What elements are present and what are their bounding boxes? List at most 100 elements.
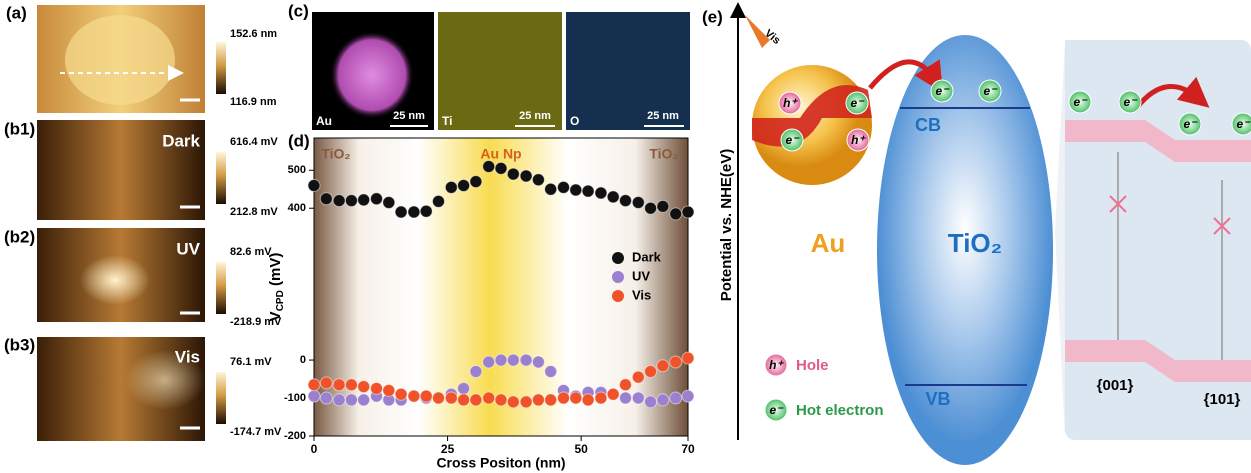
cbar-label: 116.9 nm [230, 96, 277, 108]
data-point [619, 195, 631, 207]
data-point [682, 390, 694, 402]
data-point [445, 392, 457, 404]
data-point [458, 179, 470, 191]
data-point [532, 356, 544, 368]
legend-label: Dark [632, 249, 662, 264]
data-point [595, 187, 607, 199]
legend-hole: Hole [796, 357, 829, 374]
region-label: TiO₂ [321, 146, 350, 162]
data-point [432, 392, 444, 404]
cbar-label: -174.7 mV [230, 426, 282, 438]
x-tick-label: 50 [574, 442, 588, 456]
data-point [371, 193, 383, 205]
data-point [532, 174, 544, 186]
data-point [345, 394, 357, 406]
y-tick-label: 500 [288, 164, 306, 176]
y-tick-label: 0 [300, 354, 306, 366]
data-point [458, 383, 470, 395]
figure: (a) 152.6 nm 116.9 nm (b1) Dark 616.4 mV 212.8… [0, 0, 1251, 473]
data-point [470, 176, 482, 188]
data-point [333, 379, 345, 391]
zoom-wedge [1055, 40, 1065, 440]
data-point [570, 184, 582, 196]
data-point [320, 377, 332, 389]
data-point [432, 195, 444, 207]
electron-symbol: e⁻ [1183, 117, 1198, 131]
data-point [383, 197, 395, 209]
y-axis-title-main: V [267, 311, 284, 321]
y-axis-title-sub: CPD [275, 290, 286, 311]
data-point [532, 394, 544, 406]
data-point [345, 195, 357, 207]
data-point [682, 206, 694, 218]
condition-label: Dark [162, 131, 200, 150]
electron-symbol: e⁻ [1236, 117, 1251, 131]
cbar-label: 152.6 nm [230, 28, 277, 40]
condition-label: UV [176, 239, 200, 258]
data-point [645, 202, 657, 214]
data-point [607, 191, 619, 203]
data-point [483, 356, 495, 368]
electron-symbol: e⁻ [935, 84, 950, 98]
data-point [619, 379, 631, 391]
legend-label: UV [632, 268, 650, 283]
legend-marker [612, 271, 624, 283]
scale-label: 25 nm [519, 110, 551, 122]
data-point [645, 365, 657, 377]
electron-symbol: e⁻ [785, 133, 800, 147]
data-point [458, 394, 470, 406]
data-point [371, 383, 383, 395]
data-point [558, 392, 570, 404]
data-point [470, 365, 482, 377]
data-point [358, 194, 370, 206]
panel-label: (c) [288, 1, 309, 20]
data-point [582, 185, 594, 197]
data-point [308, 379, 320, 391]
cbar-label: 212.8 mV [230, 206, 278, 218]
axis-title: Potential vs. NHE(eV) [718, 149, 735, 302]
data-point [308, 179, 320, 191]
y-axis-title-unit: (mV) [267, 253, 284, 291]
panel-label: (d) [288, 131, 310, 150]
element-label: O [570, 114, 579, 128]
data-point [358, 394, 370, 406]
y-tick-label: -100 [284, 392, 306, 404]
data-point [495, 354, 507, 366]
data-point [470, 394, 482, 406]
cbar-label: 616.4 mV [230, 136, 278, 148]
data-point [632, 371, 644, 383]
data-point [420, 390, 432, 402]
region-label: TiO₂ [649, 146, 678, 162]
y-tick-label: -200 [284, 430, 306, 442]
x-axis-title: Cross Positon (nm) [436, 455, 565, 471]
data-point [333, 394, 345, 406]
data-point [632, 197, 644, 209]
electron-symbol: e⁻ [850, 96, 865, 110]
data-point [570, 392, 582, 404]
data-point [520, 354, 532, 366]
electron-symbol: e⁻ [983, 84, 998, 98]
electron-symbol: e⁻ [1123, 95, 1138, 109]
vb-label: VB [925, 389, 950, 409]
data-point [333, 195, 345, 207]
legend-electron: Hot electron [796, 402, 884, 419]
data-point [408, 390, 420, 402]
scale-label: 25 nm [393, 110, 425, 122]
semiconductor-label: TiO₂ [948, 228, 1002, 258]
data-point [545, 183, 557, 195]
data-point [495, 162, 507, 174]
data-point [682, 352, 694, 364]
hole-symbol: h⁺ [769, 358, 784, 372]
data-point [320, 193, 332, 205]
data-point [507, 168, 519, 180]
data-point [645, 396, 657, 408]
y-tick-label: 400 [288, 202, 306, 214]
y-axis-title: VCPD (mV) [267, 253, 286, 322]
data-point [507, 396, 519, 408]
panel-label: (a) [6, 3, 27, 22]
data-point [408, 206, 420, 218]
data-point [607, 388, 619, 400]
data-point [520, 396, 532, 408]
panel-label: (b1) [4, 119, 35, 138]
data-point [619, 392, 631, 404]
